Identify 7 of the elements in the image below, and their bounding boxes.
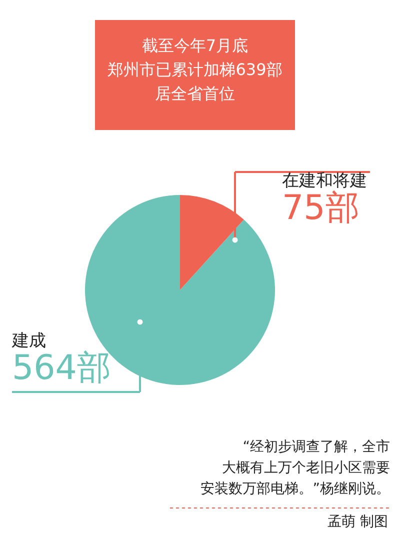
slice-label: 建成: [11, 331, 46, 351]
text: “经初步调查了解，全市大概有上万个老旧小区需要安装数万部电梯。”杨继刚说。: [200, 439, 390, 497]
chart-title: 截至今年7月底郑州市已累计加梯639部居全省首位: [108, 36, 282, 103]
text: 孟萌 制图: [328, 514, 388, 530]
slice-label: 在建和将建: [282, 171, 367, 191]
data-label: 564部: [12, 348, 111, 388]
data-label: 75部: [282, 188, 360, 228]
